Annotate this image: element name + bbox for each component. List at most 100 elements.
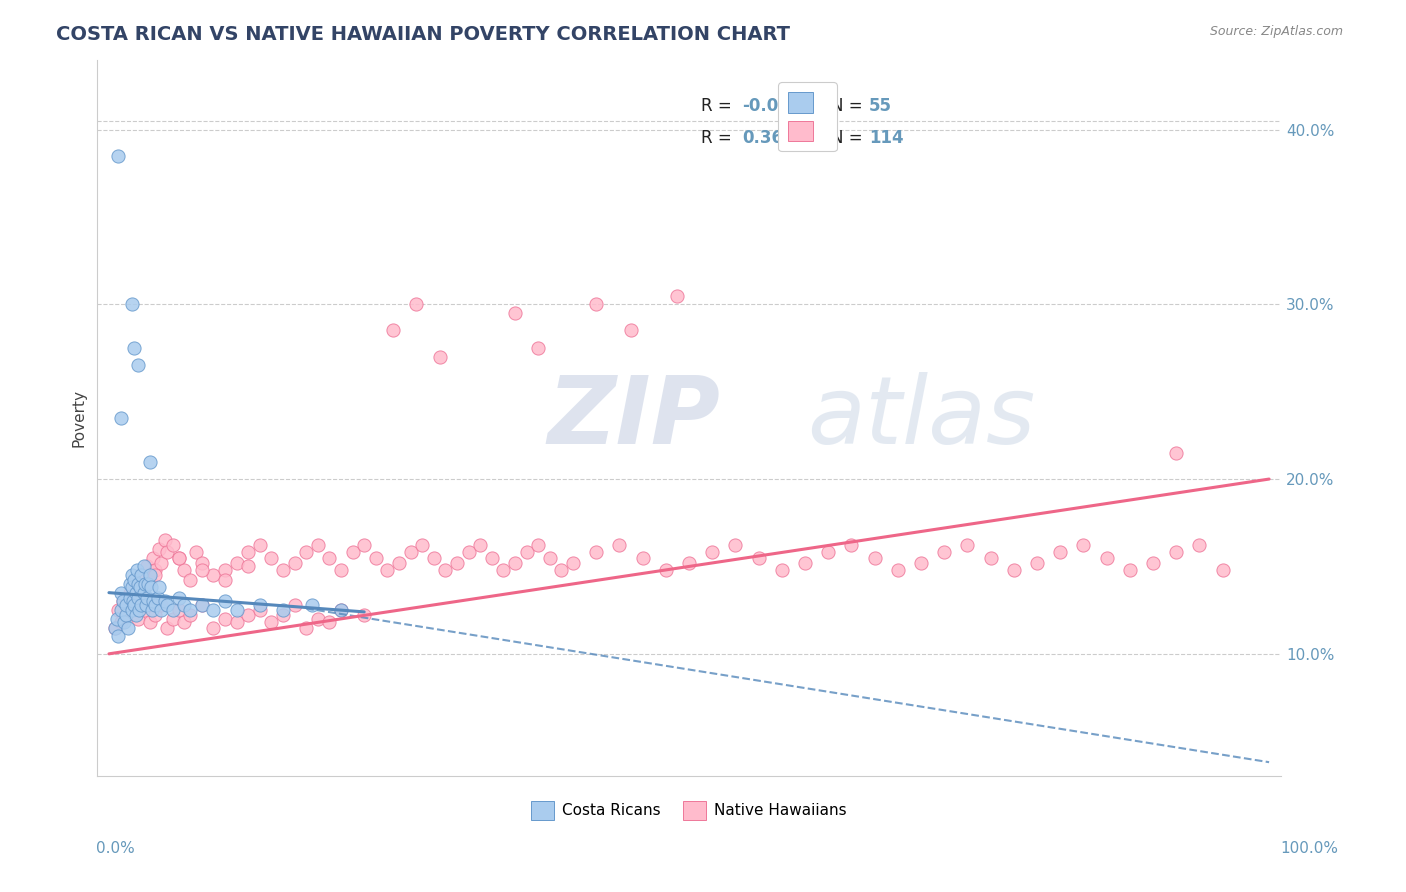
Point <box>173 598 195 612</box>
Point <box>318 550 340 565</box>
Point <box>1188 539 1211 553</box>
Text: COSTA RICAN VS NATIVE HAWAIIAN POVERTY CORRELATION CHART: COSTA RICAN VS NATIVE HAWAIIAN POVERTY C… <box>56 25 790 44</box>
Point <box>260 615 283 630</box>
Point <box>562 556 585 570</box>
Point <box>111 594 134 608</box>
Point <box>434 563 457 577</box>
Point <box>770 563 793 577</box>
Point <box>124 574 146 588</box>
Point <box>399 545 422 559</box>
Y-axis label: Poverty: Poverty <box>72 389 86 447</box>
Point <box>238 545 260 559</box>
Point <box>179 603 201 617</box>
Point <box>423 550 446 565</box>
Point <box>132 585 155 599</box>
Point <box>136 559 159 574</box>
Point <box>138 615 160 630</box>
Point <box>156 545 179 559</box>
Point <box>112 615 135 630</box>
Point <box>143 608 166 623</box>
Point <box>516 545 538 559</box>
Text: N =: N = <box>831 97 868 115</box>
Point <box>191 556 214 570</box>
Point <box>127 591 149 605</box>
Point <box>143 563 166 577</box>
Point <box>631 550 654 565</box>
Point <box>307 612 329 626</box>
Point <box>353 608 375 623</box>
Point <box>225 603 247 617</box>
Point <box>724 539 747 553</box>
Text: 114: 114 <box>869 129 904 147</box>
Point <box>956 539 979 553</box>
Point <box>179 574 201 588</box>
Text: R =: R = <box>700 129 742 147</box>
Point <box>110 410 132 425</box>
Point <box>887 563 910 577</box>
Point <box>429 350 451 364</box>
Point <box>342 545 364 559</box>
Point <box>271 608 294 623</box>
Point <box>1166 545 1188 559</box>
Point <box>411 539 433 553</box>
Point <box>1212 563 1234 577</box>
Text: ZIP: ZIP <box>547 372 720 464</box>
Point <box>748 550 770 565</box>
Text: 55: 55 <box>869 97 891 115</box>
Point <box>122 594 145 608</box>
Point <box>817 545 839 559</box>
Text: 0.0%: 0.0% <box>96 841 135 856</box>
Point <box>142 594 165 608</box>
Point <box>863 550 886 565</box>
Point <box>134 577 156 591</box>
Point <box>202 603 225 617</box>
Point <box>934 545 956 559</box>
Point <box>377 563 399 577</box>
Point <box>794 556 817 570</box>
Point <box>702 545 724 559</box>
Point <box>214 612 236 626</box>
Point <box>225 615 247 630</box>
Point <box>492 563 515 577</box>
Point <box>910 556 932 570</box>
Point <box>148 581 170 595</box>
Point <box>107 603 129 617</box>
Point <box>841 539 863 553</box>
Point <box>107 149 129 163</box>
Point <box>121 603 143 617</box>
Point <box>138 574 160 588</box>
Point <box>585 297 607 311</box>
Point <box>127 591 149 605</box>
Point <box>655 563 678 577</box>
Point <box>124 585 146 599</box>
Point <box>156 598 179 612</box>
Point <box>135 598 157 612</box>
Point <box>550 563 572 577</box>
Point <box>110 585 132 599</box>
Point <box>678 556 700 570</box>
Point <box>620 324 643 338</box>
Point <box>214 574 236 588</box>
Point <box>1026 556 1049 570</box>
Point <box>249 603 271 617</box>
Point <box>150 598 173 612</box>
Point <box>162 603 184 617</box>
Point <box>128 603 150 617</box>
Point <box>1142 556 1164 570</box>
Point <box>260 550 283 565</box>
Point <box>110 615 132 630</box>
Point <box>585 545 607 559</box>
Point <box>121 297 143 311</box>
Point <box>124 598 146 612</box>
Point <box>446 556 468 570</box>
Point <box>271 563 294 577</box>
Point <box>382 324 405 338</box>
Point <box>214 563 236 577</box>
Text: -0.048: -0.048 <box>742 97 801 115</box>
Point <box>124 341 146 355</box>
Point <box>115 608 138 623</box>
Point <box>150 603 173 617</box>
Point <box>1095 550 1118 565</box>
Point <box>127 577 149 591</box>
Point <box>503 556 526 570</box>
